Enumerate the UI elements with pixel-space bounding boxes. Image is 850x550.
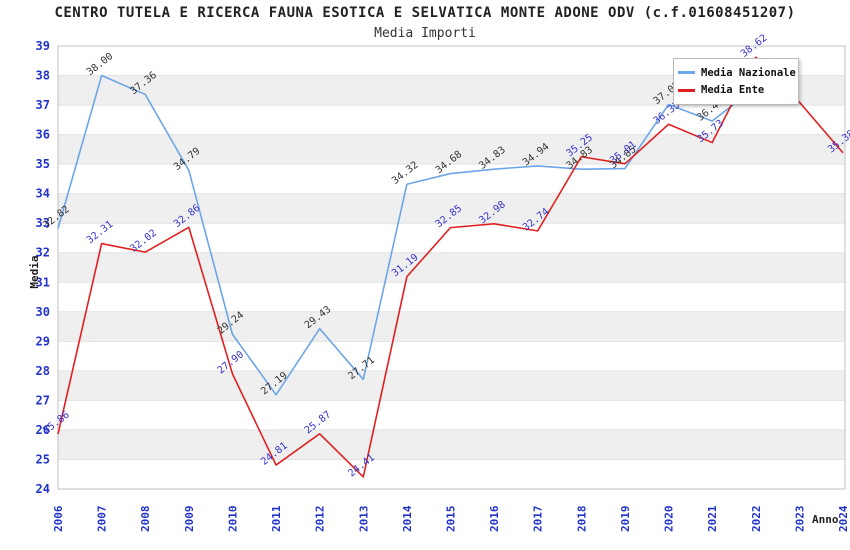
grid-band	[58, 370, 845, 401]
grid-band	[58, 311, 845, 342]
x-axis-title: Anno	[812, 513, 839, 526]
legend-label-nazionale: Media Nazionale	[701, 66, 796, 79]
x-tick-label: 2008	[139, 506, 152, 533]
y-tick-label: 28	[36, 364, 50, 378]
legend-label-ente: Media Ente	[701, 84, 765, 97]
x-tick-label: 2009	[183, 506, 196, 533]
y-tick-label: 27	[36, 393, 50, 407]
x-tick-label: 2013	[357, 506, 370, 533]
y-tick-label: 34	[36, 187, 50, 201]
y-axis-title: Media	[28, 255, 41, 289]
y-tick-label: 33	[36, 216, 50, 230]
legend: Media Nazionale Media Ente	[673, 58, 799, 105]
chart-title: CENTRO TUTELA E RICERCA FAUNA ESOTICA E …	[54, 5, 796, 21]
y-tick-label: 31	[36, 275, 50, 289]
legend-line-sample-ente	[678, 88, 695, 92]
data-label: 38.00	[85, 51, 115, 78]
y-tick-label: 26	[36, 423, 50, 437]
grid-band	[58, 252, 845, 283]
y-tick-label: 24	[36, 482, 50, 496]
x-tick-label: 2016	[488, 505, 501, 532]
x-tick-label: 2007	[96, 506, 109, 533]
y-tick-label: 38	[36, 69, 50, 83]
y-tick-label: 30	[36, 305, 50, 319]
y-tick-label: 32	[36, 246, 50, 260]
chart-subtitle: Media Importi	[374, 26, 476, 41]
series-line-media-nazionale	[57, 74, 757, 396]
y-tick-label: 37	[36, 98, 50, 112]
series-line-media-ente	[57, 56, 844, 478]
plot-border	[57, 45, 846, 490]
y-tick-label: 25	[36, 452, 50, 466]
grid-band	[58, 193, 845, 224]
x-tick-label: 2006	[52, 505, 65, 532]
y-tick-label: 36	[36, 128, 50, 142]
x-tick-label: 2020	[663, 506, 676, 533]
x-tick-label: 2024	[837, 505, 850, 532]
legend-line-sample-nazionale	[678, 71, 695, 75]
x-tick-label: 2015	[445, 506, 458, 533]
x-tick-label: 2021	[706, 505, 719, 532]
y-tick-label: 39	[36, 39, 50, 53]
data-label: 32.02	[128, 228, 158, 255]
x-tick-label: 2010	[226, 506, 239, 533]
y-tick-label: 29	[36, 334, 50, 348]
x-tick-label: 2023	[793, 506, 806, 533]
y-tick-label: 35	[36, 157, 50, 171]
x-tick-label: 2014	[401, 505, 414, 532]
legend-item-media-ente: Media Ente	[678, 84, 794, 96]
x-tick-label: 2012	[314, 506, 327, 533]
grid-band	[58, 429, 845, 460]
x-tick-label: 2022	[750, 506, 763, 533]
x-tick-label: 2019	[619, 506, 632, 533]
x-tick-label: 2017	[532, 506, 545, 533]
legend-item-media-nazionale: Media Nazionale	[678, 66, 796, 79]
x-tick-label: 2018	[575, 506, 588, 533]
x-tick-label: 2011	[270, 505, 283, 532]
